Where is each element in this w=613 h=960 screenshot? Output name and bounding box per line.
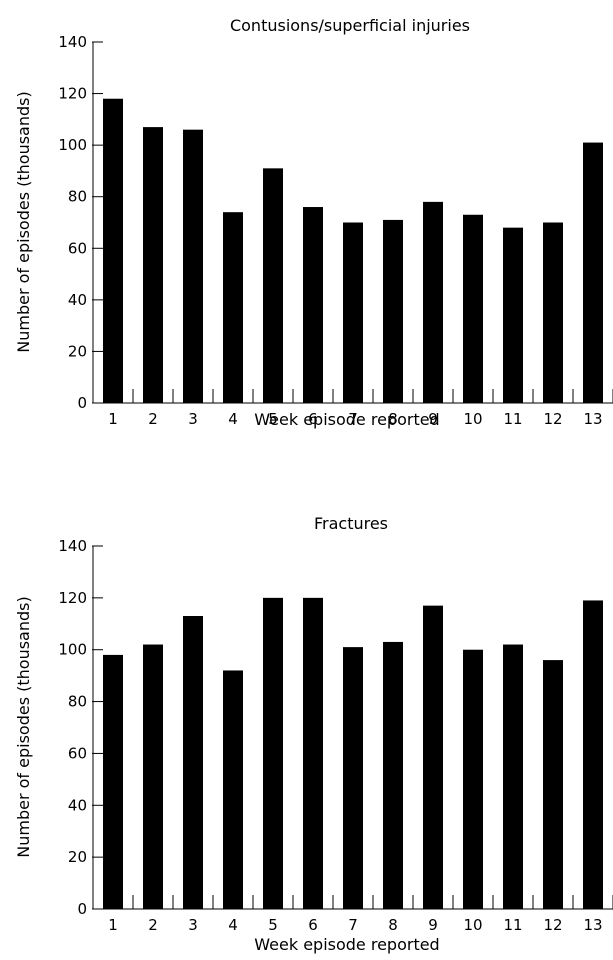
y-tick-label: 100 (58, 136, 87, 154)
x-tick-label: 1 (108, 410, 118, 428)
x-tick-label: 6 (308, 410, 318, 428)
bar (543, 660, 563, 909)
bar (143, 127, 163, 403)
chart-title: Fractures (314, 514, 388, 533)
y-tick-label: 120 (58, 589, 87, 607)
contusions-chart: Contusions/superficial injuries Number o… (14, 16, 613, 429)
bar (143, 644, 163, 909)
y-tick-label: 140 (58, 33, 87, 51)
y-tick-label: 0 (77, 900, 87, 918)
bar (383, 219, 403, 403)
y-tick-label: 140 (58, 537, 87, 555)
y-tick-label: 0 (77, 394, 87, 412)
bar (263, 168, 283, 403)
x-tick-label: 9 (428, 410, 438, 428)
x-tick-label: 3 (188, 410, 198, 428)
bar (463, 214, 483, 403)
x-tick-label: 8 (388, 410, 398, 428)
x-tick-label: 9 (428, 916, 438, 934)
x-tick-label: 11 (503, 410, 522, 428)
x-tick-label: 12 (543, 916, 562, 934)
y-axis-label: Number of episodes (thousands) (14, 596, 33, 857)
x-tick-label: 13 (583, 916, 602, 934)
bar (383, 641, 403, 909)
y-tick-label: 40 (68, 796, 87, 814)
x-tick-label: 8 (388, 916, 398, 934)
bar (223, 212, 243, 403)
x-axis-label: Week episode reported (254, 410, 439, 429)
bar (583, 142, 603, 404)
x-tick-label: 2 (148, 410, 158, 428)
bar (303, 207, 323, 403)
y-tick-label: 60 (68, 744, 87, 762)
x-tick-label: 7 (348, 410, 358, 428)
bar (463, 649, 483, 909)
bar (343, 647, 363, 909)
y-tick-label: 20 (68, 848, 87, 866)
bar (183, 129, 203, 403)
x-tick-label: 4 (228, 410, 238, 428)
x-tick-label: 10 (463, 916, 482, 934)
bar (263, 597, 283, 909)
bar (103, 654, 123, 909)
bar (503, 644, 523, 909)
x-tick-label: 11 (503, 916, 522, 934)
x-tick-label: 12 (543, 410, 562, 428)
x-tick-label: 6 (308, 916, 318, 934)
bar (303, 597, 323, 909)
y-tick-label: 100 (58, 641, 87, 659)
bar (583, 600, 603, 909)
x-axis-label: Week episode reported (254, 935, 439, 954)
x-tick-label: 13 (583, 410, 602, 428)
x-tick-label: 4 (228, 916, 238, 934)
x-tick-label: 5 (268, 410, 278, 428)
bar (423, 605, 443, 909)
x-tick-label: 2 (148, 916, 158, 934)
y-tick-label: 80 (68, 188, 87, 206)
x-tick-label: 5 (268, 916, 278, 934)
y-tick-label: 60 (68, 239, 87, 257)
y-tick-label: 120 (58, 85, 87, 103)
x-tick-label: 7 (348, 916, 358, 934)
bar (503, 227, 523, 403)
fractures-chart: Fractures Number of episodes (thousands)… (14, 514, 613, 954)
y-tick-label: 80 (68, 693, 87, 711)
x-tick-label: 10 (463, 410, 482, 428)
bar (423, 201, 443, 403)
x-tick-label: 3 (188, 916, 198, 934)
y-tick-label: 20 (68, 342, 87, 360)
x-tick-label: 1 (108, 916, 118, 934)
y-axis-label: Number of episodes (thousands) (14, 91, 33, 352)
bar (103, 98, 123, 403)
bar (343, 222, 363, 403)
chart-title: Contusions/superficial injuries (230, 16, 470, 35)
bar (543, 222, 563, 403)
y-tick-label: 40 (68, 291, 87, 309)
bar (223, 670, 243, 909)
bar (183, 616, 203, 909)
